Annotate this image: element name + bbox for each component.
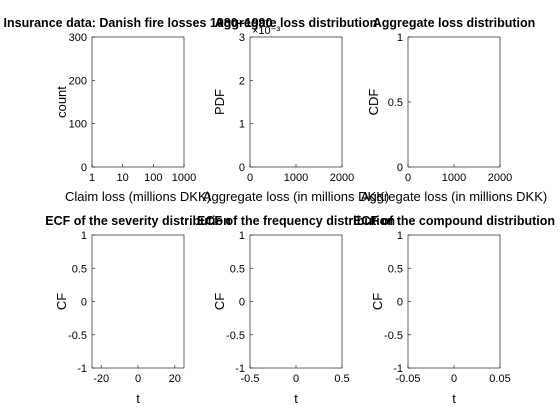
chart-title: ECF of the compound distribution	[353, 214, 555, 228]
x-tick-label: 100	[144, 172, 162, 184]
x-tick-label: 1000	[442, 172, 466, 184]
x-tick-label: 10	[117, 172, 129, 184]
y-tick-label: 0	[397, 297, 403, 309]
x-axis-label: t	[452, 391, 456, 406]
y-tick-label: 0	[81, 297, 87, 309]
y-tick-label: 0.5	[230, 263, 245, 275]
subplot-2: 0 1000 2000 0 1 2 3 ×10⁻³ Aggregate loss (in mil…	[203, 16, 389, 204]
x-tick-label: 0.05	[489, 373, 510, 385]
y-tick-label: 100	[69, 119, 87, 131]
subplot-4: -20 0 20 -1 -0.5 0 0.5 1 t CF ECF of the severity …	[45, 214, 230, 406]
y-tick-label: 1	[239, 230, 245, 242]
x-tick-label: 1	[89, 172, 95, 184]
y-tick-label: 1	[81, 230, 87, 242]
axes-frame	[407, 234, 501, 369]
y-tick-label: 1	[239, 119, 245, 131]
subplot-6: -0.05 0 0.05 -1 -0.5 0 0.5 1 t CF ECF of the compo…	[353, 214, 555, 406]
y-axis-label: count	[54, 86, 69, 118]
y-tick-label: -0.5	[68, 330, 87, 342]
subplot-3: 0 1000 2000 0 0.5 1 Aggregate loss (in million…	[361, 16, 547, 204]
y-tick-label: 0	[81, 162, 87, 174]
x-tick-label: 20	[169, 373, 181, 385]
x-tick-label: -20	[93, 373, 109, 385]
y-axis-label: CF	[54, 293, 69, 310]
y-tick-label: 0	[239, 162, 245, 174]
axes-frame	[249, 36, 343, 168]
x-axis-label: Aggregate loss (in millions DKK)	[203, 189, 389, 204]
y-tick-label: 0.5	[388, 263, 403, 275]
axes-frame	[407, 36, 501, 168]
x-tick-label: 2000	[330, 172, 354, 184]
y-tick-label: 0	[397, 162, 403, 174]
y-tick-label: 1	[397, 32, 403, 44]
x-tick-label: 0	[247, 172, 253, 184]
y-axis-label: CF	[370, 293, 385, 310]
y-tick-label: -0.5	[384, 330, 403, 342]
y-tick-label: 1	[397, 230, 403, 242]
y-exponent-label: ×10⁻³	[252, 25, 280, 37]
y-tick-label: -1	[235, 363, 245, 375]
x-tick-label: 0	[405, 172, 411, 184]
chart-title: ECF of the severity distribution	[45, 214, 230, 228]
y-axis-label: CDF	[366, 89, 381, 116]
y-tick-label: 200	[69, 75, 87, 87]
x-tick-label: 1000	[284, 172, 308, 184]
x-axis-label: Claim loss (millions DKK)	[65, 189, 211, 204]
x-tick-label: 0.5	[334, 373, 349, 385]
y-tick-label: -0.5	[226, 330, 245, 342]
chart-title: Aggregate loss distribution	[215, 16, 378, 30]
chart-title: Insurance data: Danish fire losses 1980–…	[4, 16, 273, 30]
y-axis-label: PDF	[212, 89, 227, 115]
x-tick-label: -0.05	[395, 373, 420, 385]
y-tick-label: 3	[239, 32, 245, 44]
y-tick-label: 300	[69, 32, 87, 44]
x-axis-label: t	[136, 391, 140, 406]
axes-frame	[91, 234, 185, 369]
x-tick-label: 1000	[172, 172, 196, 184]
x-tick-label: 2000	[488, 172, 512, 184]
y-tick-label: 0.5	[72, 263, 87, 275]
x-tick-label: 0	[451, 373, 457, 385]
x-tick-label: 0	[293, 373, 299, 385]
y-tick-label: 0	[239, 297, 245, 309]
chart-title: ECF of the frequency distribution	[197, 214, 395, 228]
x-axis-label: t	[294, 391, 298, 406]
axes-frame	[249, 234, 343, 369]
y-tick-label: 2	[239, 75, 245, 87]
axes-frame	[91, 36, 185, 168]
x-axis-label: Aggregate loss (in millions DKK)	[361, 189, 547, 204]
chart-title: Aggregate loss distribution	[373, 16, 536, 30]
y-axis-label: CF	[212, 293, 227, 310]
y-tick-label: -1	[77, 363, 87, 375]
y-tick-label: 0.5	[388, 97, 403, 109]
x-tick-label: 0	[135, 373, 141, 385]
x-tick-label: -0.5	[241, 373, 260, 385]
y-tick-label: -1	[393, 363, 403, 375]
